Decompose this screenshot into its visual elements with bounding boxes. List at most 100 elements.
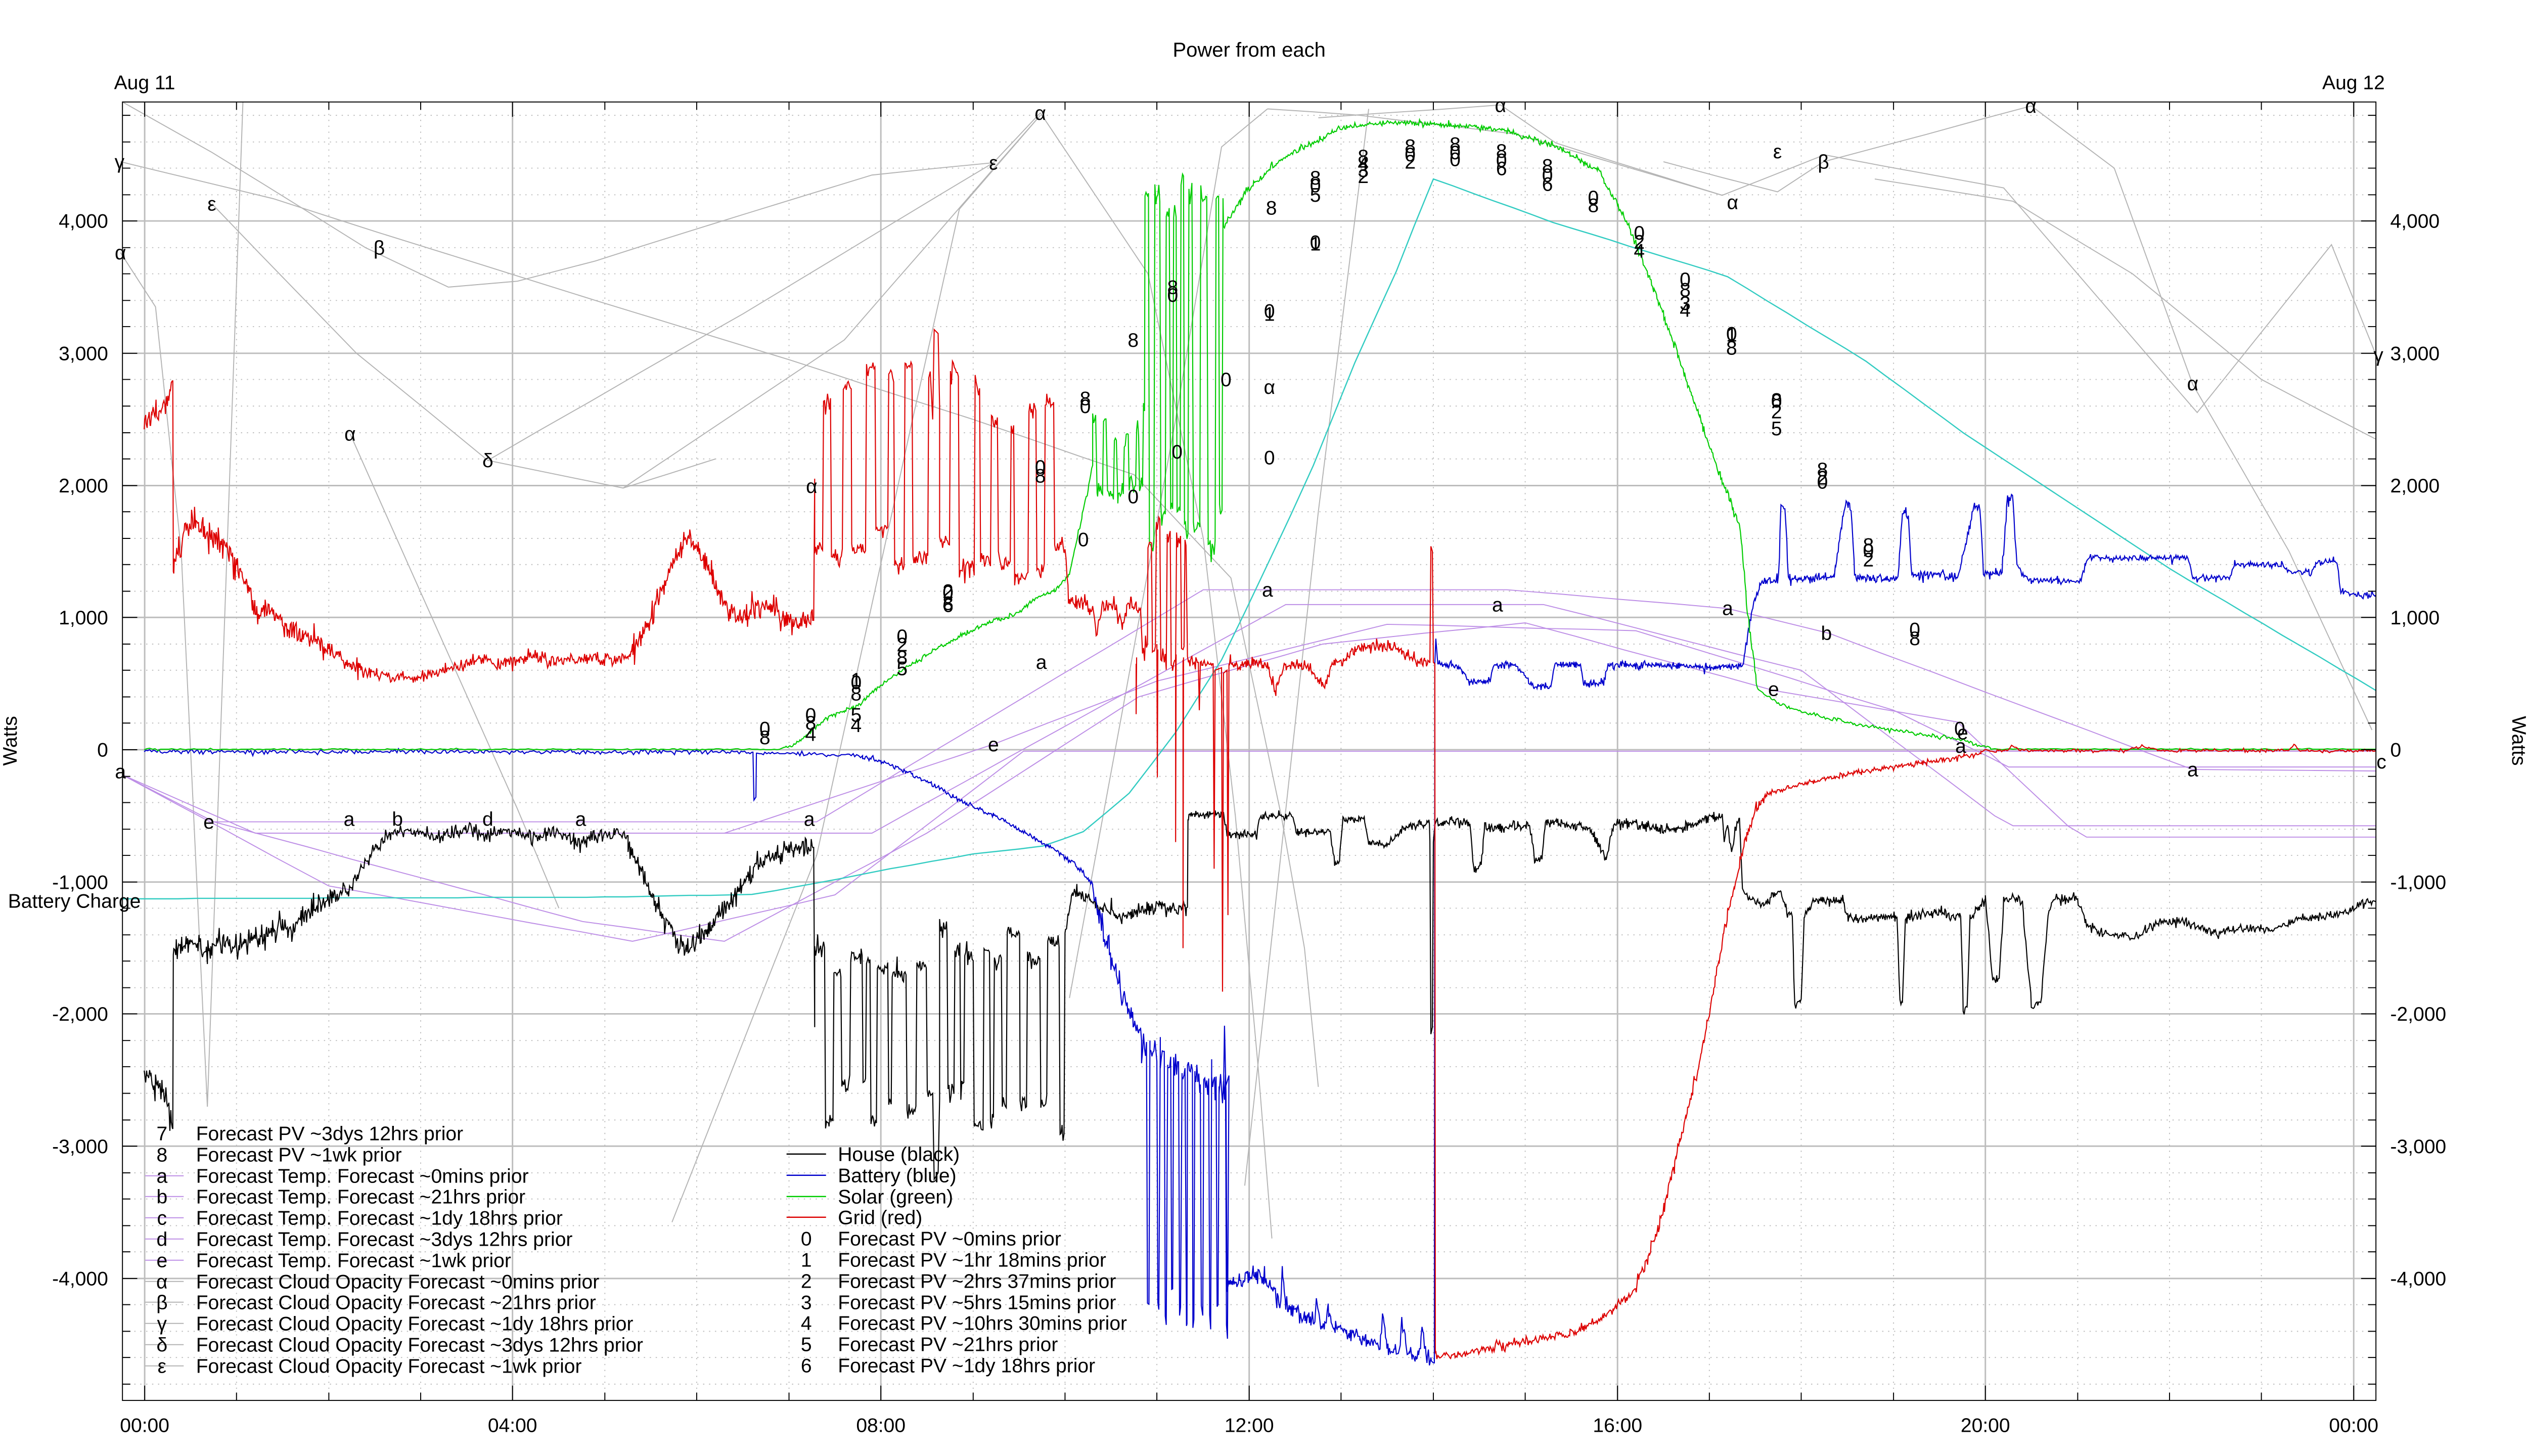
svg-text:0: 0 — [1078, 529, 1089, 551]
svg-text:α: α — [115, 242, 126, 264]
svg-text:a: a — [115, 761, 126, 783]
svg-text:e: e — [156, 1250, 167, 1271]
svg-text:2: 2 — [1358, 166, 1369, 188]
svg-text:8: 8 — [759, 727, 771, 749]
svg-text:0: 0 — [1310, 232, 1321, 254]
svg-text:1: 1 — [1310, 234, 1321, 255]
svg-text:α: α — [156, 1271, 168, 1293]
svg-text:2: 2 — [1771, 401, 1782, 423]
svg-text:8: 8 — [942, 593, 954, 615]
svg-text:4,000: 4,000 — [2390, 211, 2440, 233]
svg-text:2: 2 — [1863, 550, 1874, 571]
svg-text:ε: ε — [1773, 141, 1782, 163]
svg-text:b: b — [392, 808, 403, 830]
svg-text:1: 1 — [1726, 324, 1737, 346]
svg-text:8: 8 — [896, 647, 908, 669]
svg-text:7: 7 — [156, 1123, 167, 1145]
svg-text:γ: γ — [157, 1313, 167, 1335]
svg-text:2: 2 — [942, 581, 954, 603]
svg-text:ε: ε — [989, 153, 998, 174]
svg-text:a: a — [1036, 652, 1047, 673]
svg-text:8: 8 — [1726, 338, 1737, 359]
svg-text:8: 8 — [1542, 155, 1553, 177]
svg-text:0: 0 — [1726, 323, 1737, 345]
svg-text:0: 0 — [1909, 619, 1920, 641]
svg-text:5: 5 — [801, 1334, 812, 1355]
svg-text:0: 0 — [1863, 540, 1874, 562]
svg-text:a: a — [1955, 736, 1966, 757]
svg-text:0: 0 — [805, 704, 817, 726]
svg-text:8: 8 — [805, 712, 817, 734]
svg-text:d: d — [156, 1228, 167, 1250]
svg-text:a: a — [1722, 598, 1733, 619]
svg-text:8: 8 — [1167, 277, 1178, 299]
svg-text:6: 6 — [801, 1355, 812, 1377]
svg-text:4: 4 — [1358, 153, 1369, 175]
svg-text:20:00: 20:00 — [1961, 1415, 2010, 1437]
svg-text:Battery (blue): Battery (blue) — [838, 1165, 956, 1187]
svg-text:β: β — [156, 1292, 167, 1313]
svg-text:0: 0 — [851, 672, 862, 694]
svg-text:Forecast PV ~1dy 18hrs prior: Forecast PV ~1dy 18hrs prior — [838, 1355, 1095, 1377]
svg-text:Battery Charge: Battery Charge — [8, 890, 141, 912]
svg-text:House (black): House (black) — [838, 1144, 960, 1165]
svg-text:Forecast PV ~3dys 12hrs prior: Forecast PV ~3dys 12hrs prior — [196, 1123, 463, 1145]
svg-text:δ: δ — [156, 1334, 167, 1356]
svg-text:a: a — [1492, 595, 1503, 616]
svg-text:4: 4 — [851, 715, 862, 737]
svg-text:2,000: 2,000 — [2390, 475, 2440, 497]
svg-text:-2,000: -2,000 — [52, 1004, 108, 1025]
svg-text:Forecast Cloud Opacity Forecas: Forecast Cloud Opacity Forecast ~0mins p… — [196, 1271, 600, 1293]
svg-text:Forecast Temp. Forecast ~1dy 1: Forecast Temp. Forecast ~1dy 18hrs prior — [196, 1207, 563, 1229]
svg-text:0: 0 — [1035, 457, 1046, 478]
svg-text:0: 0 — [1817, 471, 1828, 493]
svg-text:e: e — [988, 734, 999, 756]
svg-text:Forecast Cloud Opacity Forecas: Forecast Cloud Opacity Forecast ~21hrs p… — [196, 1292, 596, 1313]
svg-text:-2,000: -2,000 — [2390, 1004, 2447, 1025]
svg-text:d: d — [482, 808, 493, 830]
svg-text:4: 4 — [1680, 300, 1691, 322]
svg-text:ε: ε — [207, 194, 216, 215]
svg-text:-1,000: -1,000 — [2390, 872, 2447, 893]
svg-text:8: 8 — [1771, 389, 1782, 411]
svg-text:0: 0 — [1310, 175, 1321, 197]
svg-text:e: e — [203, 811, 214, 833]
svg-text:0: 0 — [2390, 740, 2402, 761]
svg-text:0: 0 — [1542, 165, 1553, 187]
svg-text:2: 2 — [1634, 232, 1645, 253]
svg-text:α: α — [1495, 95, 1506, 116]
svg-text:8: 8 — [1310, 167, 1321, 189]
svg-text:00:00: 00:00 — [120, 1415, 169, 1437]
svg-text:0: 0 — [896, 626, 908, 648]
svg-text:8: 8 — [1358, 146, 1369, 168]
svg-text:0: 0 — [1634, 222, 1645, 244]
svg-text:γ: γ — [115, 152, 125, 173]
svg-text:δ: δ — [482, 450, 493, 472]
svg-text:5: 5 — [1771, 418, 1782, 440]
svg-text:-4,000: -4,000 — [2390, 1268, 2447, 1290]
svg-text:1: 1 — [1264, 303, 1275, 325]
svg-text:8: 8 — [1080, 388, 1091, 410]
svg-text:0: 0 — [1264, 447, 1275, 469]
svg-text:c: c — [157, 1207, 167, 1229]
svg-text:12:00: 12:00 — [1225, 1415, 1274, 1437]
svg-text:08:00: 08:00 — [856, 1415, 906, 1437]
svg-text:6: 6 — [1542, 174, 1553, 196]
svg-text:Forecast PV ~5hrs 15mins prior: Forecast PV ~5hrs 15mins prior — [838, 1292, 1116, 1313]
svg-text:2: 2 — [896, 634, 908, 656]
svg-text:8: 8 — [1405, 135, 1416, 157]
svg-text:-3,000: -3,000 — [52, 1136, 108, 1158]
svg-text:b: b — [156, 1186, 167, 1208]
svg-text:0: 0 — [1680, 269, 1691, 291]
svg-text:Grid (red): Grid (red) — [838, 1207, 922, 1228]
svg-text:3: 3 — [1358, 160, 1369, 181]
svg-text:-4,000: -4,000 — [52, 1268, 108, 1290]
svg-text:Forecast Cloud Opacity Forecas: Forecast Cloud Opacity Forecast ~3dys 12… — [196, 1334, 643, 1356]
svg-text:4: 4 — [1634, 240, 1645, 262]
svg-text:0: 0 — [1167, 285, 1178, 306]
svg-text:α: α — [2025, 96, 2037, 117]
svg-text:γ: γ — [2373, 344, 2383, 366]
svg-text:8: 8 — [1035, 466, 1046, 487]
svg-text:Forecast Temp. Forecast ~1wk p: Forecast Temp. Forecast ~1wk prior — [196, 1250, 511, 1271]
svg-text:4,000: 4,000 — [59, 211, 108, 233]
